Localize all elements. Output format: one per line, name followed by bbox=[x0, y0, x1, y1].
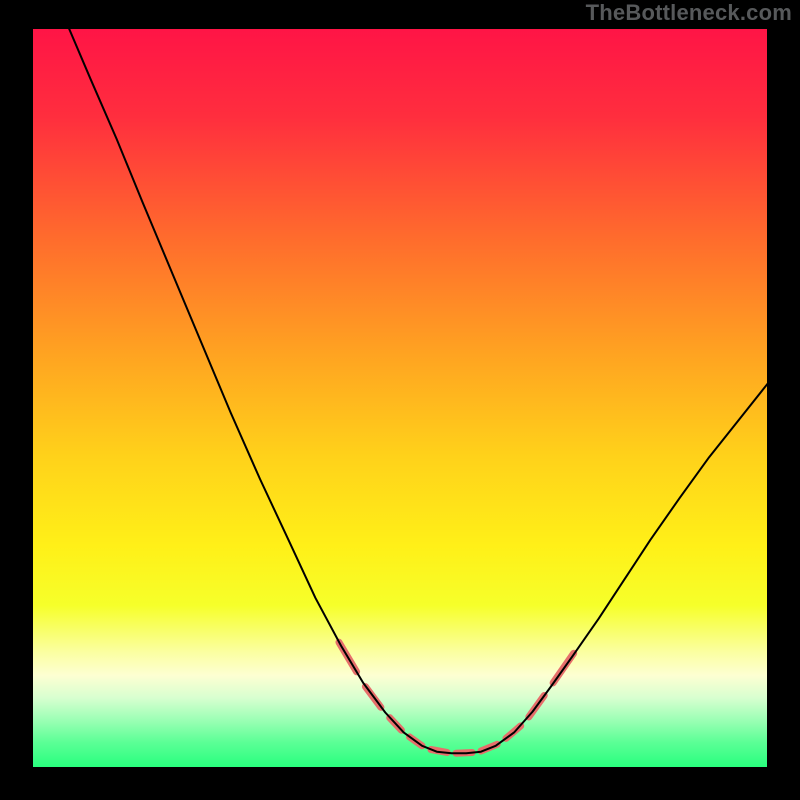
chart-container: TheBottleneck.com bbox=[0, 0, 800, 800]
bottleneck-curve-chart bbox=[0, 0, 800, 800]
